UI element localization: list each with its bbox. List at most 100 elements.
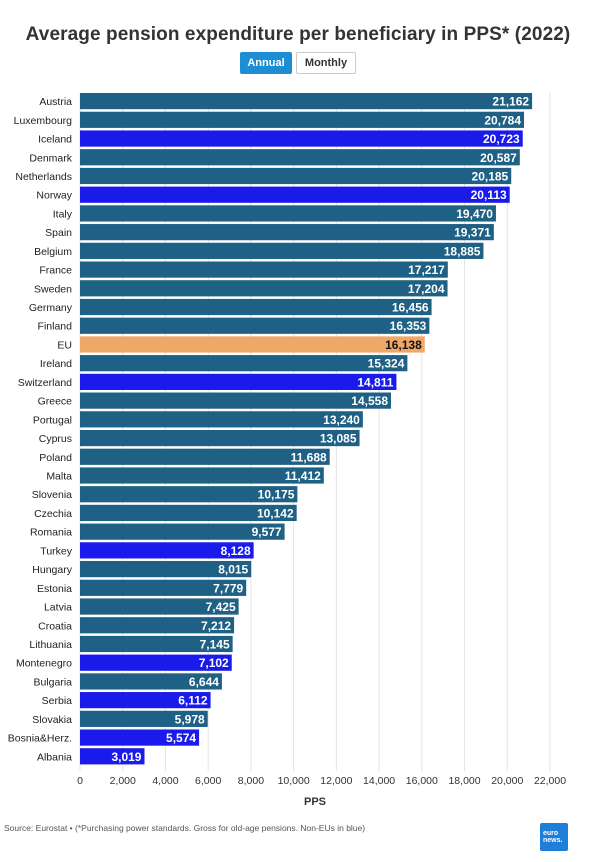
bar[interactable]	[80, 542, 254, 559]
value-label: 11,412	[285, 469, 321, 483]
logo-line-1: euro	[543, 830, 559, 837]
x-axis-ticks: 0 2,000 4,000 6,000 8,000 10,000 12,000 14,000 1…	[77, 775, 566, 787]
category-label: Malta	[46, 471, 72, 483]
x-tick-label: 4,000	[152, 775, 178, 787]
category-label: Belgium	[34, 246, 72, 258]
value-label: 16,138	[385, 338, 422, 352]
bar[interactable]	[80, 729, 200, 746]
category-label: Netherlands	[15, 171, 72, 183]
bar[interactable]	[80, 411, 363, 428]
value-label: 17,217	[408, 263, 445, 277]
category-label: Norway	[36, 190, 72, 202]
category-label: Poland	[39, 452, 72, 464]
bar[interactable]	[80, 467, 324, 484]
value-label: 19,470	[456, 207, 493, 221]
value-label: 14,558	[351, 394, 388, 408]
bar[interactable]	[80, 710, 208, 727]
bar[interactable]	[80, 598, 239, 615]
value-label: 10,175	[258, 488, 295, 502]
x-tick-label: 0	[77, 775, 83, 787]
value-label: 8,015	[218, 563, 248, 577]
category-label: Hungary	[32, 564, 72, 576]
value-label: 20,113	[471, 188, 507, 202]
x-tick-label: 2,000	[110, 775, 136, 787]
bar[interactable]	[80, 186, 510, 203]
bar[interactable]	[80, 486, 298, 503]
source-note: Source: Eurostat • (*Purchasing power st…	[4, 823, 366, 833]
bar[interactable]	[80, 448, 330, 465]
value-label: 3,019	[111, 750, 141, 764]
bar[interactable]	[80, 280, 448, 297]
value-label: 9,577	[252, 525, 282, 539]
bar[interactable]	[80, 561, 252, 578]
value-label: 7,145	[200, 637, 230, 651]
x-tick-label: 12,000	[320, 775, 352, 787]
bar[interactable]	[80, 654, 232, 671]
category-label: Portugal	[33, 414, 72, 426]
category-label: Romania	[30, 527, 72, 539]
value-label: 13,085	[320, 432, 357, 446]
value-label: 16,456	[392, 301, 429, 315]
bar[interactable]	[80, 429, 360, 447]
category-label: Serbia	[42, 695, 73, 707]
bar[interactable]	[80, 205, 496, 222]
value-label: 20,723	[483, 132, 520, 146]
x-tick-label: 6,000	[195, 775, 221, 787]
bar[interactable]	[80, 579, 247, 596]
bar[interactable]	[80, 242, 484, 259]
category-label: Ireland	[40, 358, 72, 370]
x-axis-label: PPS	[304, 796, 326, 808]
bar[interactable]	[80, 261, 448, 278]
x-tick-label: 8,000	[238, 775, 264, 787]
bar[interactable]	[80, 673, 222, 690]
category-label: Denmark	[29, 152, 72, 164]
category-labels: Austria Luxembourg Iceland Denmark Netherlan…	[8, 96, 73, 763]
bar[interactable]	[80, 617, 235, 634]
tab-monthly[interactable]: Monthly	[296, 52, 356, 74]
value-labels: 21,162 20,784 20,723 20,587 20,185 20,113 19,4…	[111, 95, 529, 764]
bar[interactable]	[80, 298, 432, 316]
bar[interactable]	[80, 224, 494, 241]
bar[interactable]	[80, 392, 392, 409]
category-label: Bosnia&Herz.	[8, 733, 72, 745]
value-label: 20,185	[472, 169, 509, 183]
bar[interactable]	[80, 355, 408, 372]
x-tick-label: 22,000	[534, 775, 566, 787]
category-label: EU	[57, 339, 72, 351]
bar[interactable]	[80, 523, 285, 540]
category-label: Italy	[53, 208, 73, 220]
bar[interactable]	[80, 130, 523, 147]
bar[interactable]	[80, 748, 145, 765]
bar[interactable]	[80, 111, 525, 128]
value-label: 6,112	[178, 694, 208, 708]
bar[interactable]	[80, 317, 430, 334]
value-label: 14,811	[357, 375, 393, 389]
value-label: 5,978	[175, 712, 205, 726]
value-label: 7,779	[213, 581, 243, 595]
category-label: Latvia	[44, 602, 72, 614]
category-label: Turkey	[40, 545, 72, 557]
tab-annual[interactable]: Annual	[240, 52, 292, 74]
value-label: 20,587	[480, 151, 517, 165]
bar[interactable]	[80, 692, 211, 709]
x-tick-label: 14,000	[363, 775, 395, 787]
bar[interactable]	[80, 373, 397, 390]
category-label: Slovenia	[32, 489, 72, 501]
x-tick-label: 16,000	[406, 775, 438, 787]
bar[interactable]	[80, 635, 233, 653]
bar[interactable]	[80, 167, 512, 185]
value-label: 15,324	[368, 357, 405, 371]
category-label: Greece	[38, 396, 73, 408]
bar[interactable]	[80, 336, 425, 353]
category-label: Spain	[45, 227, 72, 239]
bar[interactable]	[80, 149, 520, 166]
category-label: Croatia	[38, 620, 72, 632]
bar[interactable]	[80, 93, 533, 110]
category-label: Lithuania	[29, 639, 72, 651]
bar[interactable]	[80, 504, 297, 522]
euronews-logo: euro news.	[540, 823, 568, 851]
value-label: 7,102	[199, 656, 229, 670]
category-label: Estonia	[37, 583, 72, 595]
category-label: Iceland	[38, 134, 72, 146]
category-label: Albania	[37, 751, 72, 763]
